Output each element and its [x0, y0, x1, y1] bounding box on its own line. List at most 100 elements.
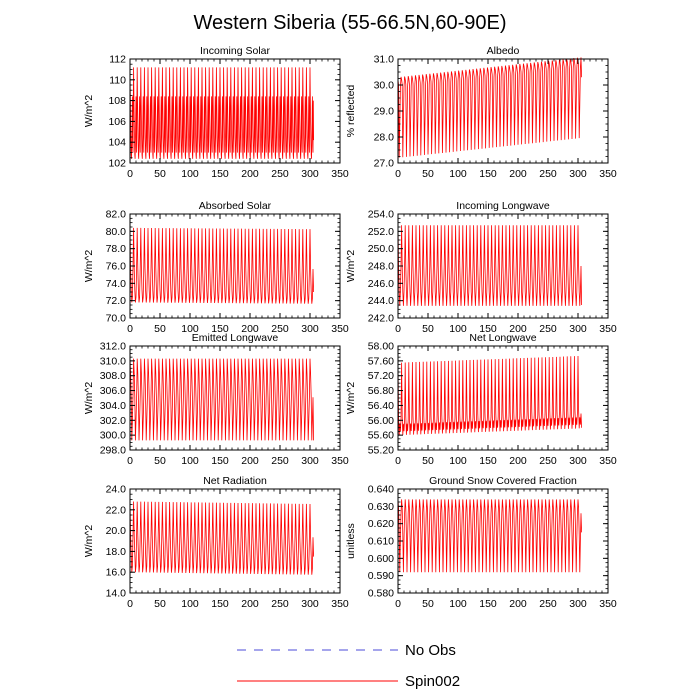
y-tick-label: 22.0 — [106, 504, 127, 516]
y-tick-label: 300.0 — [100, 430, 126, 442]
x-tick-label: 350 — [331, 323, 349, 335]
y-tick-label: 30.0 — [374, 80, 395, 92]
y-tick-label: 246.0 — [368, 278, 394, 290]
y-tick-label: 306.0 — [100, 385, 126, 397]
y-tick-label: 248.0 — [368, 261, 394, 273]
panel-absorbed-solar: Absorbed Solar 0 50 100 150 200 250 300 350 70.0 7… — [83, 200, 349, 335]
y-tick-label: 78.0 — [106, 243, 127, 255]
y-tick-label: 108 — [108, 95, 126, 107]
series-line-spin002 — [129, 227, 314, 304]
x-tick-label: 100 — [181, 598, 199, 610]
y-tick-label: 106 — [108, 116, 126, 128]
y-tick-label: 80.0 — [106, 226, 127, 238]
x-tick-label: 350 — [331, 598, 349, 610]
y-tick-label: 0.620 — [368, 518, 394, 530]
y-tick-label: 20.0 — [106, 525, 127, 537]
x-tick-label: 0 — [395, 168, 401, 180]
x-tick-label: 0 — [395, 598, 401, 610]
y-tick-label: 242.0 — [368, 313, 394, 325]
x-tick-label: 350 — [599, 598, 617, 610]
x-tick-label: 200 — [241, 168, 259, 180]
x-tick-label: 200 — [509, 598, 527, 610]
panel-title: Incoming Solar — [200, 45, 271, 57]
legend: No Obs Spin002 — [237, 642, 460, 690]
y-tick-label: 112 — [109, 54, 126, 66]
x-tick-label: 300 — [301, 323, 319, 335]
x-tick-label: 100 — [449, 323, 467, 335]
x-tick-label: 0 — [127, 168, 133, 180]
y-tick-label: 0.630 — [368, 501, 394, 513]
x-tick-label: 200 — [509, 323, 527, 335]
panel-emitted-longwave: Emitted Longwave 0 50 100 150 200 250 300 350 298… — [83, 332, 349, 467]
y-tick-label: 24.0 — [106, 484, 127, 496]
x-tick-label: 200 — [241, 598, 259, 610]
y-tick-label: 0.640 — [368, 484, 394, 496]
y-tick-label: 74.0 — [106, 278, 127, 290]
x-tick-label: 150 — [479, 168, 497, 180]
y-tick-label: 55.60 — [368, 430, 394, 442]
x-tick-label: 250 — [539, 323, 557, 335]
y-tick-label: 302.0 — [100, 415, 126, 427]
x-tick-label: 300 — [301, 168, 319, 180]
panel-net-radiation: Net Radiation 0 50 100 150 200 250 300 350 14.0 16… — [83, 475, 349, 610]
panel-albedo: Albedo 0 50 100 150 200 250 300 350 27.0 28.0 29.0 3… — [345, 45, 617, 180]
y-tick-label: 0.610 — [368, 536, 394, 548]
panel-title: Emitted Longwave — [192, 332, 279, 344]
y-axis-label: W/m^2 — [83, 382, 95, 415]
x-tick-label: 100 — [449, 168, 467, 180]
y-tick-label: 18.0 — [106, 546, 127, 558]
y-axis-label: unitless — [345, 523, 357, 559]
legend-label-spin002: Spin002 — [405, 673, 460, 690]
series-line-spin002 — [129, 358, 314, 441]
x-tick-label: 350 — [599, 168, 617, 180]
x-tick-label: 150 — [479, 323, 497, 335]
y-tick-label: 0.580 — [368, 588, 394, 600]
y-tick-label: 56.00 — [368, 415, 394, 427]
series-line-spin002 — [397, 356, 582, 436]
y-tick-label: 31.0 — [374, 54, 395, 66]
y-tick-label: 304.0 — [100, 400, 126, 412]
y-tick-label: 0.600 — [368, 553, 394, 565]
y-tick-label: 308.0 — [100, 370, 126, 382]
x-tick-label: 250 — [271, 323, 289, 335]
x-tick-label: 0 — [127, 323, 133, 335]
y-tick-label: 55.20 — [368, 445, 394, 457]
y-axis-label: W/m^2 — [83, 95, 95, 128]
y-tick-label: 312.0 — [100, 341, 126, 353]
y-tick-label: 29.0 — [374, 106, 395, 118]
y-tick-label: 28.0 — [374, 132, 395, 144]
panel-title: Net Radiation — [203, 475, 267, 487]
series-line-spin002 — [397, 225, 582, 306]
x-tick-label: 200 — [241, 455, 259, 467]
x-tick-label: 150 — [479, 598, 497, 610]
x-tick-label: 0 — [395, 323, 401, 335]
series-line-spin002 — [129, 67, 314, 159]
panel-title: Ground Snow Covered Fraction — [429, 475, 577, 487]
x-tick-label: 150 — [479, 455, 497, 467]
y-tick-label: 252.0 — [368, 226, 394, 238]
y-tick-label: 72.0 — [106, 295, 127, 307]
x-tick-label: 150 — [211, 323, 229, 335]
y-tick-label: 14.0 — [106, 588, 127, 600]
series-line-spin002 — [129, 501, 314, 575]
x-tick-label: 150 — [211, 455, 229, 467]
panel-title: Absorbed Solar — [199, 200, 272, 212]
y-tick-label: 56.40 — [368, 400, 394, 412]
x-tick-label: 0 — [127, 455, 133, 467]
y-tick-label: 298.0 — [100, 445, 126, 457]
x-tick-label: 350 — [599, 455, 617, 467]
series-line-spin002 — [397, 499, 582, 573]
panel-title: Albedo — [487, 45, 520, 57]
x-tick-label: 350 — [331, 168, 349, 180]
x-tick-label: 50 — [422, 323, 434, 335]
panels: Incoming Solar 0 50 100 150 200 250 300 350 102 10… — [83, 45, 617, 610]
x-tick-label: 100 — [181, 455, 199, 467]
x-tick-label: 50 — [422, 455, 434, 467]
y-tick-label: 58.00 — [368, 341, 394, 353]
y-tick-label: 0.590 — [368, 570, 394, 582]
x-tick-label: 50 — [154, 598, 166, 610]
x-tick-label: 50 — [154, 168, 166, 180]
x-tick-label: 250 — [539, 168, 557, 180]
y-axis-label: W/m^2 — [345, 250, 357, 283]
panel-incoming-longwave: Incoming Longwave 0 50 100 150 200 250 300 350 24… — [345, 200, 617, 335]
